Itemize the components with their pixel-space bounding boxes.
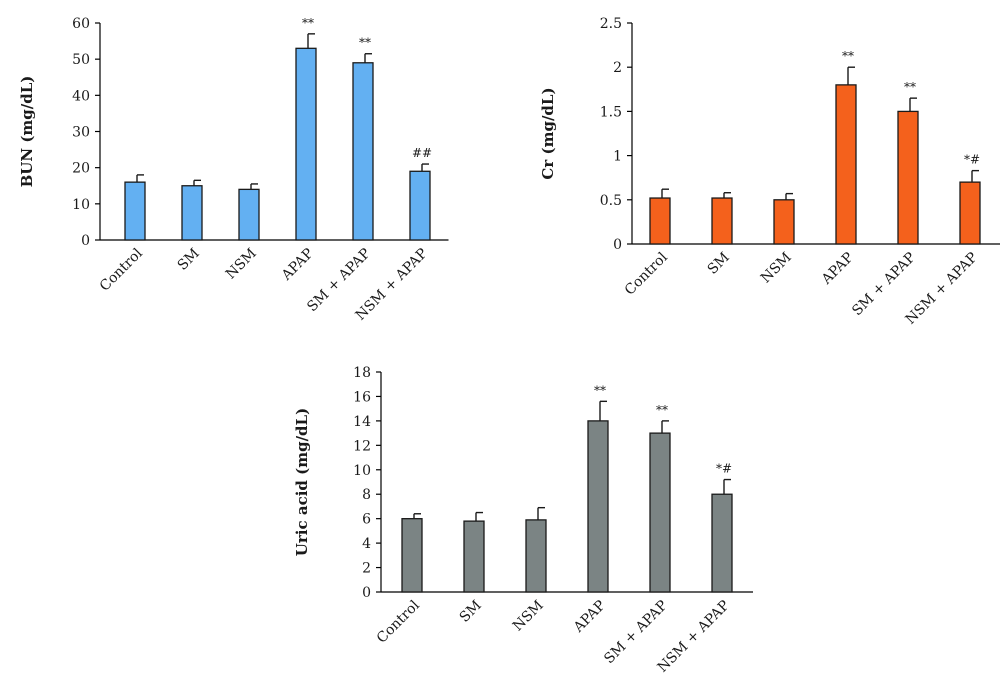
significance-label: ## [412, 146, 432, 160]
bar [897, 110, 919, 245]
bar [352, 62, 374, 241]
y-tick-label: 30 [72, 125, 90, 141]
bun-chart: 0 10 20 30 40 50 60 BUN (mg/dL) Control SM NSM ** AP… [18, 16, 449, 324]
bar [711, 493, 733, 593]
x-tick-label: Control [622, 249, 671, 298]
x-tick-label: NSM [510, 598, 547, 635]
y-tick-label: 20 [72, 161, 90, 177]
y-tick-label: 2 [613, 60, 622, 76]
x-tick-label: APAP [818, 250, 857, 289]
x-tick-label: NSM [223, 246, 260, 283]
x-tick-label: Control [97, 245, 146, 294]
x-tick-label: APAP [570, 598, 609, 637]
uric-acid-chart: 0 2 4 6 8 10 12 14 16 18 Uric acid (mg/dL) Control S… [293, 365, 753, 673]
significance-label: ** [302, 16, 314, 30]
x-tick-label: APAP [278, 246, 317, 285]
y-tick-label: 8 [362, 487, 371, 503]
bar [711, 197, 733, 245]
y-tick-label: 40 [72, 88, 90, 104]
y-tick-label: 1 [613, 149, 622, 165]
x-tick-label: SM [705, 250, 733, 278]
y-tick-label: 0 [81, 233, 90, 249]
y-tick-label: 10 [353, 463, 371, 479]
significance-label: *# [964, 153, 980, 167]
significance-label: ** [359, 36, 371, 50]
y-tick-label: 60 [72, 16, 90, 32]
bar [773, 199, 795, 245]
y-tick-label: 18 [353, 365, 371, 381]
y-tick-label: 14 [353, 414, 371, 430]
bar [959, 181, 981, 245]
significance-label: ** [656, 403, 668, 417]
x-tick-label: SM + APAP [849, 250, 919, 320]
bar [401, 518, 423, 593]
bar [124, 181, 146, 241]
bar [181, 185, 203, 241]
bar [649, 432, 671, 593]
y-axis-label: BUN (mg/dL) [18, 76, 36, 188]
significance-label: ** [904, 80, 916, 94]
bar [835, 84, 857, 245]
y-tick-label: 2.5 [600, 16, 622, 32]
y-axis-label: Cr (mg/dL) [539, 87, 557, 179]
y-axis-label: Uric acid (mg/dL) [293, 408, 311, 556]
x-tick-label: NSM [758, 250, 795, 287]
y-tick-label: 4 [362, 536, 371, 552]
significance-label: ** [594, 383, 606, 397]
bar [525, 519, 547, 593]
x-tick-label: SM + APAP [601, 598, 671, 668]
x-tick-label: Control [374, 597, 423, 646]
y-tick-label: 6 [362, 512, 371, 528]
bar [295, 47, 317, 241]
y-tick-label: 0.5 [600, 193, 622, 209]
y-tick-label: 0 [362, 585, 371, 601]
y-tick-label: 50 [72, 52, 90, 68]
y-tick-label: 10 [72, 197, 90, 213]
creatinine-chart: 0 0.5 1 1.5 2 2.5 Cr (mg/dL) Control SM NSM ** APAP… [539, 16, 1000, 328]
x-tick-label: SM [457, 598, 485, 626]
bar [238, 188, 260, 241]
bar [587, 420, 609, 593]
y-tick-label: 12 [353, 438, 371, 454]
y-tick-label: 0 [613, 237, 622, 253]
bar [649, 197, 671, 245]
y-tick-label: 1.5 [600, 104, 622, 120]
bar [409, 170, 431, 241]
x-tick-label: SM [175, 246, 203, 274]
significance-label: *# [716, 462, 732, 476]
y-tick-label: 16 [353, 389, 371, 405]
significance-label: ** [842, 49, 854, 63]
y-tick-label: 2 [362, 561, 371, 577]
bar [463, 520, 485, 593]
